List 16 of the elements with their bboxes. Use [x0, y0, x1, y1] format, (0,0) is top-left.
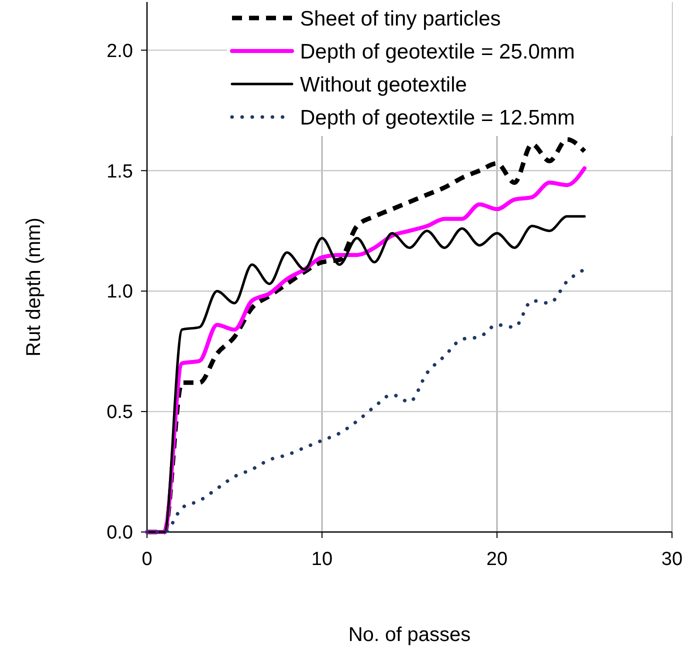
- y-tick-label: 0.5: [106, 402, 133, 424]
- x-tick-label: 0: [142, 549, 152, 570]
- y-tick-label: 1.0: [106, 282, 133, 303]
- x-tick-label: 30: [661, 549, 683, 570]
- x-tick-label: 20: [486, 549, 508, 570]
- legend-label: Without geotextile: [300, 73, 467, 96]
- y-tick-label: 0.0: [106, 522, 133, 544]
- legend-label: Depth of geotextile = 12.5mm: [300, 106, 575, 130]
- line-series: [145, 268, 586, 534]
- legend-label: Depth of geotextile = 25.0mm: [300, 40, 575, 64]
- legend-label: Sheet of tiny particles: [300, 7, 501, 30]
- y-axis-title: Rut depth (mm): [23, 218, 45, 356]
- y-tick-label: 1.5: [106, 161, 133, 182]
- x-tick-label: 10: [311, 549, 333, 570]
- x-axis-title: No. of passes: [348, 624, 471, 646]
- y-tick-label: 2.0: [106, 40, 133, 62]
